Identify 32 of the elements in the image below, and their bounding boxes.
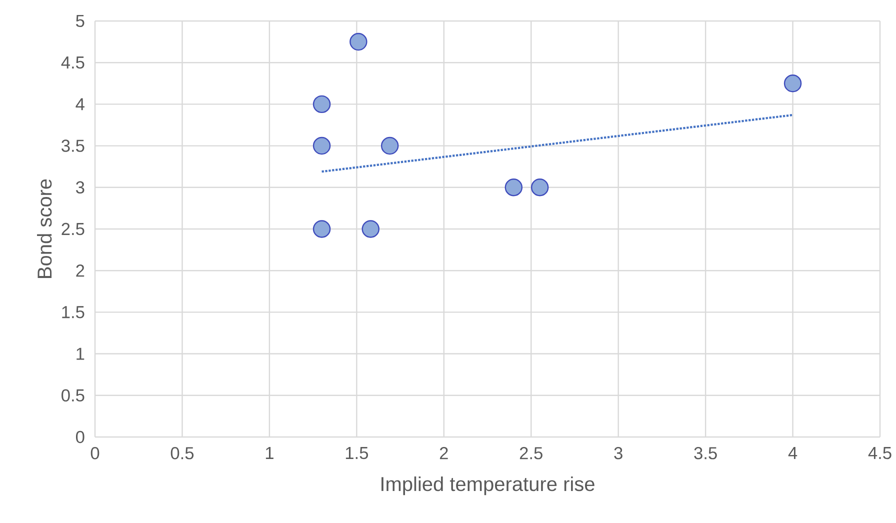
y-tick-label: 5 (76, 14, 84, 28)
point (362, 220, 380, 238)
x-tick-label: 4.5 (868, 447, 892, 460)
x-tick-label: 0.5 (170, 447, 194, 460)
x-tick-label: 2.5 (520, 447, 542, 460)
x-tick-label: 1 (266, 447, 274, 459)
y-tick-label: 2.5 (62, 222, 84, 236)
point (380, 136, 399, 155)
point (312, 220, 331, 238)
x-tick-label: 2 (440, 447, 448, 460)
point (784, 74, 802, 92)
point (312, 136, 331, 155)
y-tick-label: 3 (76, 181, 84, 194)
point (504, 178, 523, 196)
x-tick-label: 0 (90, 447, 100, 460)
y-axis-title: Bond score (37, 179, 52, 278)
y-tick-label: 3.5 (62, 140, 84, 152)
x-tick-label: 4 (788, 447, 798, 459)
y-tick-label: 1 (76, 348, 84, 360)
point (312, 95, 331, 114)
x-tick-label: 3 (614, 447, 622, 460)
y-tick-label: 0 (76, 430, 84, 444)
point (530, 178, 549, 196)
y-tick-label: 0.5 (62, 389, 84, 402)
point (350, 32, 368, 51)
x-tick-label: 3.5 (694, 447, 717, 460)
y-tick-label: 2 (76, 264, 84, 277)
x-tick-label: 1.5 (346, 447, 368, 460)
y-tick-label: 4 (76, 98, 84, 110)
y-tick-label: 1.5 (62, 306, 84, 318)
x-axis-title: Implied temperature rise (382, 476, 594, 496)
y-tick-label: 4.5 (61, 56, 84, 69)
